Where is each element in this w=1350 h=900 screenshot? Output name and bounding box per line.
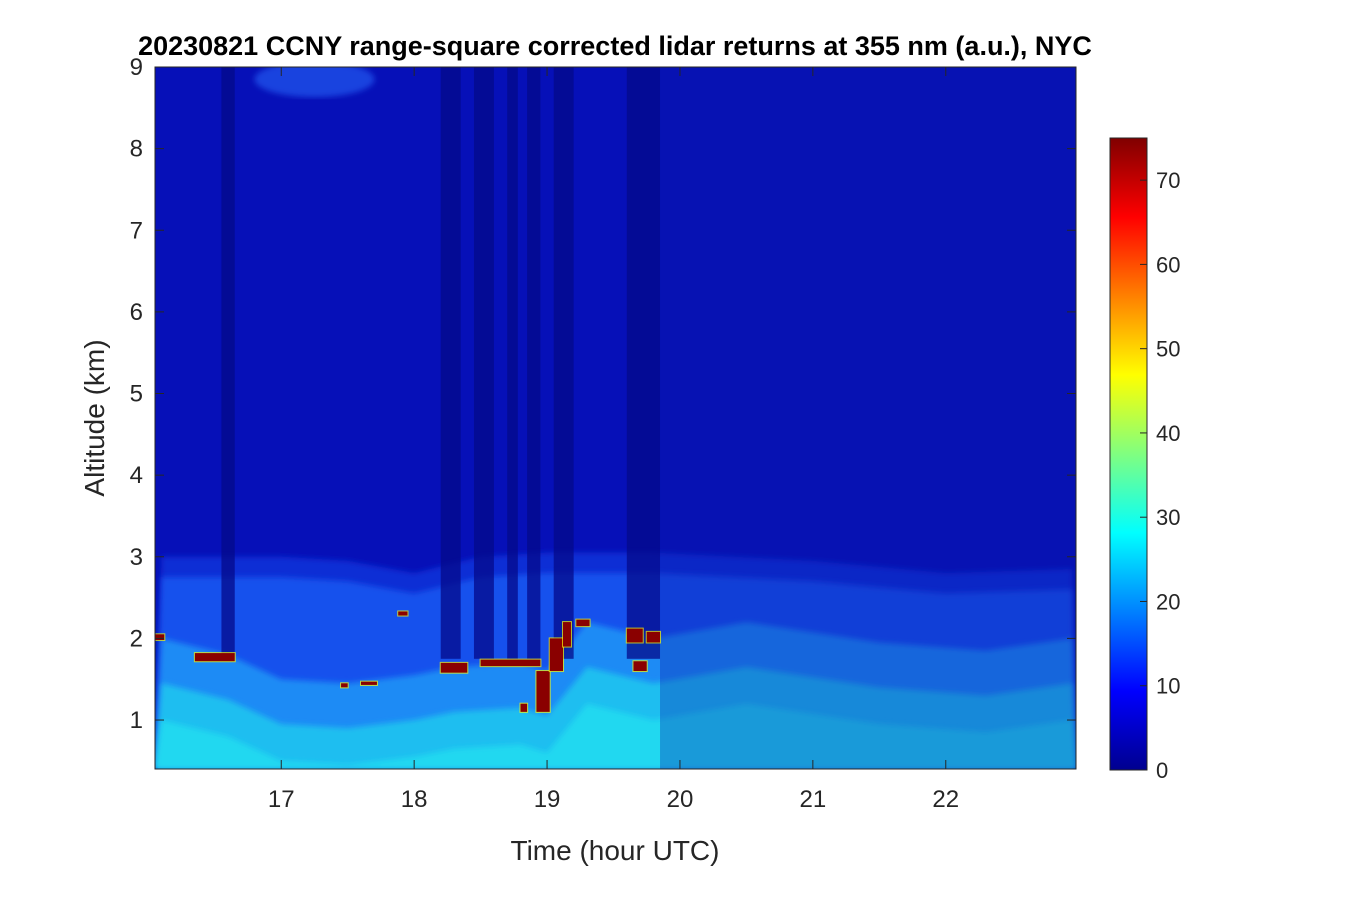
cloud-segment — [480, 659, 541, 667]
cloud-segment — [440, 662, 468, 673]
attenuated-column — [507, 67, 518, 659]
colorbar-tick-label: 50 — [1156, 337, 1180, 362]
cirrus-patch — [254, 67, 375, 98]
y-tick-label: 7 — [130, 217, 143, 244]
colorbar-ticks: 0 10 20 30 40 50 60 70 — [1140, 168, 1180, 783]
attenuated-column — [473, 67, 494, 659]
cloud-segment — [155, 634, 165, 641]
cloud-layer — [155, 610, 662, 713]
cloud-segment — [520, 703, 528, 712]
y-tick-label: 1 — [130, 707, 143, 734]
x-tick-label: 21 — [800, 786, 827, 813]
near-surface-layer — [155, 703, 1076, 769]
colorbar-tick-label: 60 — [1156, 252, 1180, 277]
cloud-segment — [360, 681, 377, 685]
cloud-segment — [563, 622, 571, 647]
cloud-segment — [626, 628, 643, 643]
x-axis-ticks: 17 18 19 20 21 22 — [268, 67, 959, 813]
heatmap-area — [155, 67, 1076, 769]
y-tick-label: 3 — [130, 544, 143, 571]
x-tick-label: 19 — [534, 786, 561, 813]
colorbar-tick-label: 20 — [1156, 589, 1180, 614]
y-axis-ticks: 1 2 3 4 5 6 7 8 9 — [130, 54, 1076, 734]
heatmap-layers — [155, 67, 1076, 769]
x-tick-label: 20 — [667, 786, 694, 813]
cloud-segment — [398, 611, 408, 616]
attenuated-column — [626, 67, 661, 659]
cloud-segment — [341, 683, 348, 688]
y-axis-label: Altitude (km) — [79, 339, 110, 496]
colorbar-tick-label: 40 — [1156, 421, 1180, 446]
cloud-segment — [536, 671, 550, 712]
y-tick-label: 4 — [130, 462, 143, 489]
dark-column-layer — [221, 67, 661, 659]
colorbar-tick-label: 0 — [1156, 758, 1168, 783]
cloud-segment — [576, 619, 590, 627]
x-tick-label: 17 — [268, 786, 295, 813]
y-tick-label: 8 — [130, 136, 143, 163]
cloud-segment — [633, 661, 647, 672]
cloud-segment — [194, 653, 235, 662]
y-tick-label: 5 — [130, 381, 143, 408]
attenuated-column — [553, 67, 574, 659]
x-tick-label: 18 — [401, 786, 428, 813]
plot-frame — [154, 66, 1077, 770]
attenuated-column — [221, 67, 235, 659]
colorbar-tick-label: 10 — [1156, 674, 1180, 699]
attenuated-column — [527, 67, 541, 659]
chart-title: 20230821 CCNY range-square corrected lid… — [138, 31, 1092, 61]
colorbar — [1109, 137, 1148, 771]
weaker-signal-region — [660, 67, 1076, 769]
colorbar-tick-label: 30 — [1156, 505, 1180, 530]
cloud-segment — [549, 638, 564, 672]
colorbar-tick-label: 70 — [1156, 168, 1180, 193]
attenuated-column — [440, 67, 461, 659]
x-axis-label: Time (hour UTC) — [511, 835, 720, 866]
y-tick-label: 2 — [130, 625, 143, 652]
cloud-segment — [646, 631, 661, 643]
y-tick-label: 9 — [130, 54, 143, 81]
x-tick-label: 22 — [932, 786, 959, 813]
y-tick-label: 6 — [130, 299, 143, 326]
